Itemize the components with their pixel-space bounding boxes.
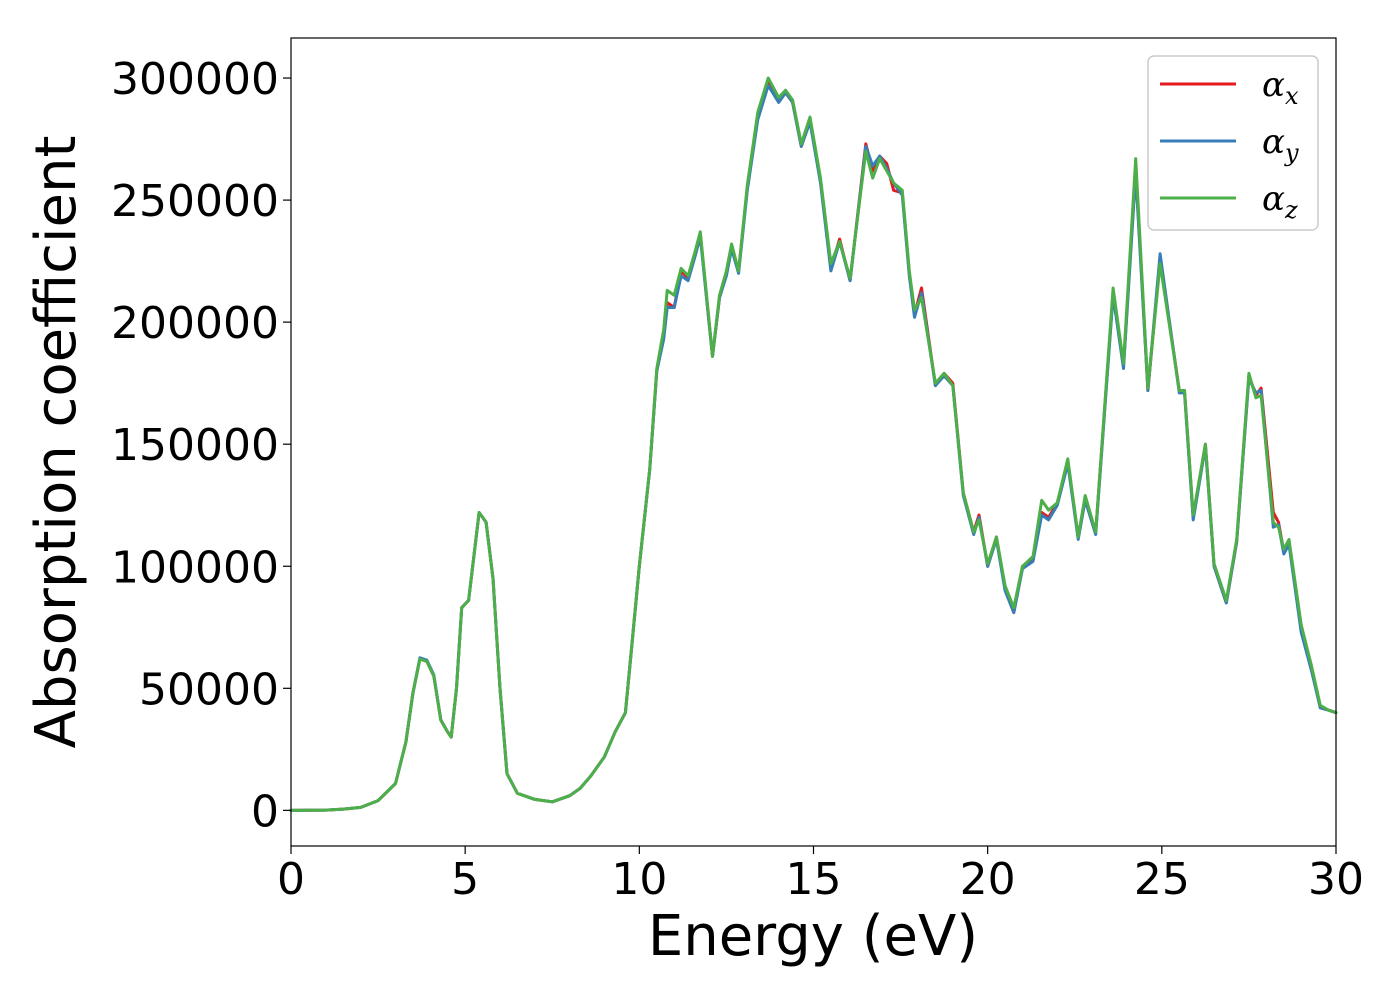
x-tick-label: 15 [786, 854, 842, 905]
y-tick-label: 150000 [111, 420, 279, 471]
y-tick-label: 100000 [111, 542, 279, 593]
x-tick-label: 20 [960, 854, 1016, 905]
x-axis-title: Energy (eV) [648, 904, 978, 969]
y-tick-label: 300000 [111, 54, 279, 105]
x-tick-label: 5 [451, 854, 479, 905]
y-tick-label: 250000 [111, 176, 279, 227]
legend-box [1147, 55, 1319, 231]
x-tick-label: 0 [277, 854, 305, 905]
series-line-z [289, 76, 1338, 812]
y-axis-title: Absorption coefficient [24, 136, 89, 749]
x-tick-label: 25 [1134, 854, 1190, 905]
y-tick-label: 0 [251, 786, 279, 837]
y-tick-label: 50000 [139, 664, 279, 715]
x-tick-label: 30 [1308, 854, 1364, 905]
legend-label-y: αy [1262, 122, 1299, 167]
y-tick-label: 200000 [111, 298, 279, 349]
series-layer [289, 76, 1338, 812]
legend: αx αy αz [1147, 55, 1319, 231]
legend-label-z: αz [1262, 179, 1298, 224]
y-ticks: 0 50000 100000 150000 200000 250000 300000 [111, 54, 291, 837]
x-tick-label: 10 [611, 854, 667, 905]
x-ticks: 0 5 10 15 20 25 30 [277, 846, 1364, 905]
legend-label-x: αx [1262, 65, 1299, 110]
